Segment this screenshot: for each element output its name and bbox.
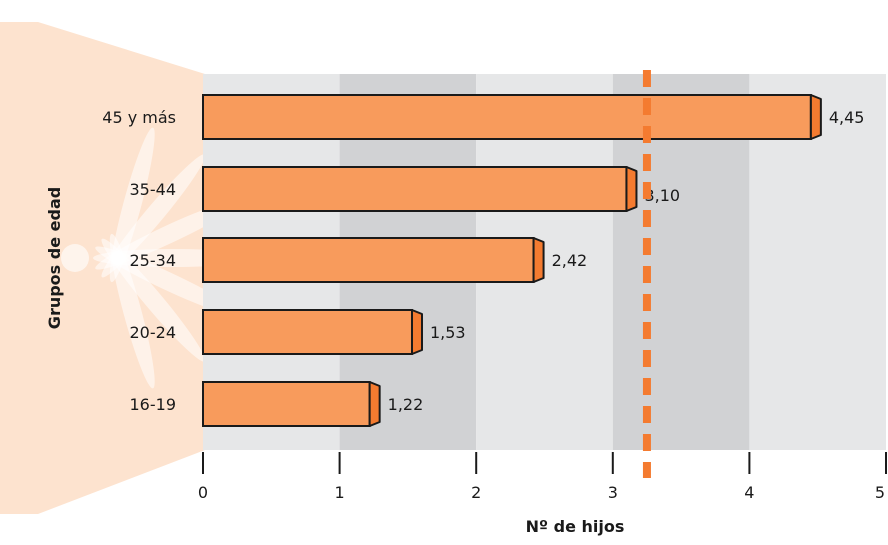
x-axis-title: Nº de hijos: [526, 517, 625, 536]
x-tick-label: 2: [471, 483, 481, 502]
value-label: 2,42: [552, 251, 588, 270]
bar: [202, 309, 413, 355]
category-label: 25-34: [130, 251, 177, 270]
value-label: 1,22: [388, 395, 424, 414]
bar-group: 16-19 1,22: [130, 381, 424, 427]
bars: 45 y más 4,45 35-44 3,10 25-34 2,42 20-24 1,53 1…: [102, 94, 865, 427]
bar-end-cap: [625, 166, 638, 212]
decor-petal: [109, 233, 155, 389]
decor-panel: [0, 22, 38, 514]
value-label: 1,53: [430, 323, 466, 342]
category-label: 45 y más: [102, 108, 176, 127]
x-tick-label: 0: [198, 483, 208, 502]
category-label: 20-24: [130, 323, 177, 342]
bar: [202, 166, 628, 212]
x-tick-label: 3: [608, 483, 618, 502]
x-tick-label: 1: [335, 483, 345, 502]
bar-group: 35-44 3,10: [130, 166, 680, 212]
bar-group: 20-24 1,53: [130, 309, 466, 355]
bar: [202, 94, 812, 140]
bar-end-cap: [410, 309, 423, 355]
bar-group: 45 y más 4,45: [102, 94, 865, 140]
decor-center: [61, 244, 89, 272]
category-label: 16-19: [130, 395, 177, 414]
y-axis-title: Grupos de edad: [45, 187, 64, 329]
value-label: 4,45: [829, 108, 865, 127]
x-tick-label: 4: [744, 483, 754, 502]
bar-end-cap: [368, 381, 381, 427]
bar-group: 25-34 2,42: [130, 237, 588, 283]
category-label: 35-44: [130, 180, 177, 199]
x-tick-label: 5: [875, 483, 885, 502]
x-axis: 0 1 2 3 4 5: [198, 452, 887, 502]
bar: [202, 237, 535, 283]
bar: [202, 381, 371, 427]
bar-end-cap: [809, 94, 822, 140]
value-label: 3,10: [644, 186, 680, 205]
bar-end-cap: [532, 237, 545, 283]
